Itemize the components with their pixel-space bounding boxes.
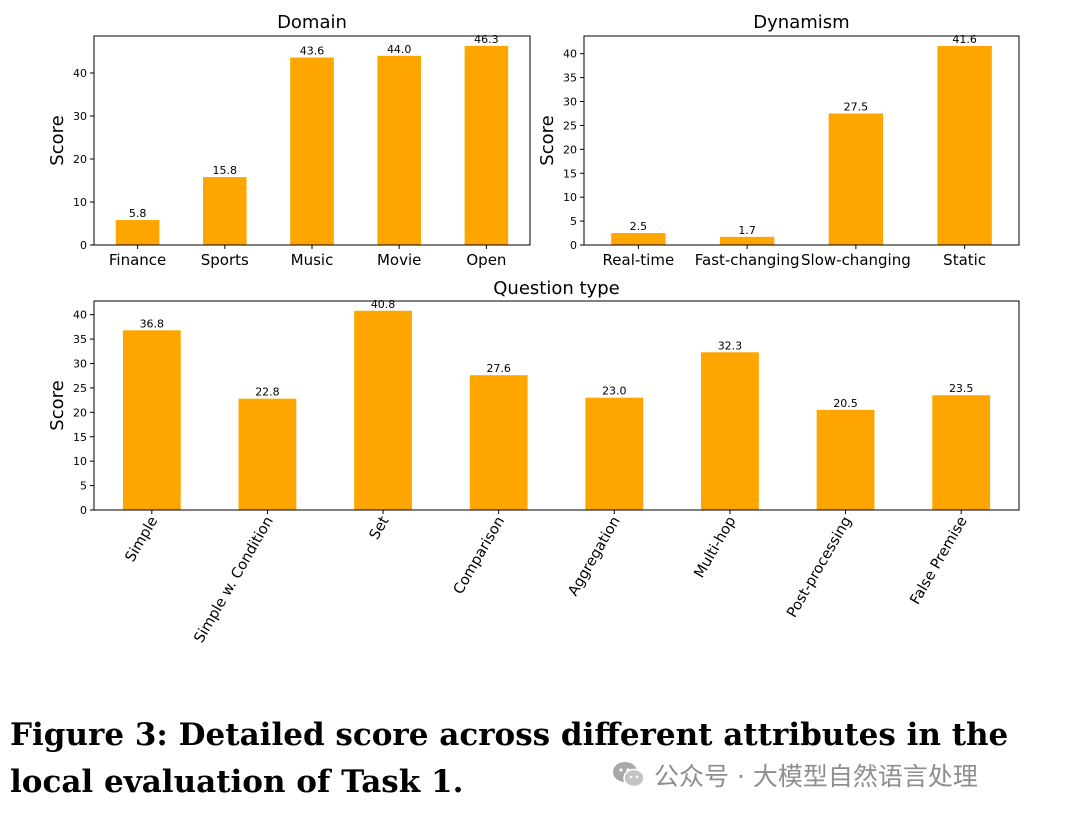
question-type-x-tick-label-simple-w-condition: Simple w. Condition	[192, 514, 277, 646]
question-type-value-label-comparison: 27.6	[486, 362, 511, 375]
question-type-y-tick-label: 40	[73, 309, 87, 322]
question-type-y-axis-label: Score	[47, 380, 68, 430]
dynamism-plot-frame	[583, 35, 1020, 246]
domain-title: Domain	[277, 12, 347, 33]
question-type-bar-false-premise	[932, 395, 991, 510]
question-type-y-tick-label: 30	[73, 358, 87, 371]
question-type-y-tick-label: 25	[73, 382, 87, 395]
dynamism-bar-fast-changing	[719, 236, 775, 245]
domain-x-tick-label-music: Music	[291, 251, 334, 269]
domain-y-axis-label: Score	[47, 115, 68, 165]
dynamism-y-tick-label: 15	[563, 167, 577, 180]
question-type-y-tick-label: 20	[73, 406, 87, 419]
dynamism-value-label-static: 41.6	[952, 33, 977, 46]
dynamism-y-axis-label: Score	[537, 115, 558, 165]
figure-caption: Figure 3: Detailed score across differen…	[10, 717, 1009, 800]
domain-bar-music	[290, 57, 334, 245]
dynamism-chart: Dynamism Score 0 5 10 15 20 25 30 35 40 2.5 Real-tim…	[537, 12, 1020, 269]
domain-x-tick-label-sports: Sports	[201, 251, 249, 269]
dynamism-x-tick-label-real-time: Real-time	[603, 251, 675, 269]
question-type-x-tick-label-set: Set	[367, 514, 393, 543]
question-type-bar-aggregation	[585, 397, 644, 510]
question-type-value-label-set: 40.8	[371, 298, 396, 311]
question-type-value-label-simple-w-condition: 22.8	[255, 386, 280, 399]
dynamism-x-tick-label-fast-changing: Fast-changing	[695, 251, 800, 269]
dynamism-value-label-slow-changing: 27.5	[844, 100, 869, 113]
domain-value-label-movie: 44.0	[387, 43, 412, 56]
question-type-y-tick-label: 35	[73, 333, 87, 346]
domain-value-label-sports: 15.8	[213, 164, 238, 177]
domain-x-tick-label-finance: Finance	[109, 251, 166, 269]
question-type-value-label-aggregation: 23.0	[602, 385, 627, 398]
question-type-x-tick-label-multi-hop: Multi-hop	[692, 514, 740, 581]
question-type-x-tick-label-post-processing: Post-processing	[784, 514, 855, 620]
question-type-bar-comparison	[469, 375, 528, 510]
dynamism-y-tick-label: 10	[563, 191, 577, 204]
question-type-bar-post-processing	[816, 409, 875, 510]
question-type-plot-frame	[93, 300, 1020, 511]
dynamism-x-tick-label-static: Static	[943, 251, 986, 269]
domain-bar-finance	[115, 220, 160, 245]
question-type-value-label-multi-hop: 32.3	[718, 339, 743, 352]
domain-x-tick-label-movie: Movie	[377, 251, 421, 269]
domain-chart: Domain Score 0 10 20 30 40 5.8 Finance 15.8 Sports…	[47, 12, 531, 269]
dynamism-y-tick-label: 20	[563, 143, 577, 156]
dynamism-y-tick-label: 0	[570, 239, 577, 252]
domain-y-tick-label: 40	[73, 67, 87, 80]
dynamism-x-tick-label-slow-changing: Slow-changing	[801, 251, 911, 269]
domain-bar-movie	[377, 55, 421, 246]
question-type-y-tick-label: 15	[73, 431, 87, 444]
question-type-chart: Question type Score 0 5 10 15 20 25 30 35 40 36.8 Si…	[47, 278, 1020, 646]
question-type-bar-simple-w-condition	[238, 398, 297, 510]
dynamism-y-tick-label: 30	[563, 96, 577, 109]
wechat-icon	[612, 761, 646, 789]
question-type-y-tick-label: 0	[80, 504, 87, 517]
watermark: 公众号 · 大模型自然语言处理	[612, 757, 978, 793]
question-type-x-tick-label-false-premise: False Premise	[907, 514, 970, 608]
dynamism-y-tick-label: 40	[563, 48, 577, 61]
question-type-x-tick-label-simple: Simple	[123, 514, 162, 565]
domain-y-tick-label: 10	[73, 196, 87, 209]
dynamism-bar-static	[937, 46, 992, 245]
question-type-bar-set	[354, 310, 412, 510]
domain-value-label-finance: 5.8	[129, 207, 147, 220]
domain-bar-sports	[203, 177, 247, 245]
question-type-x-tick-label-aggregation: Aggregation	[566, 514, 624, 599]
question-type-bar-simple	[122, 330, 181, 510]
domain-value-label-music: 43.6	[300, 45, 325, 58]
dynamism-y-tick-label: 25	[563, 119, 577, 132]
dynamism-bar-slow-changing	[828, 113, 884, 245]
domain-y-tick-label: 0	[80, 239, 87, 252]
question-type-bar-multi-hop	[701, 352, 759, 510]
watermark-text: 公众号 · 大模型自然语言处理	[654, 762, 978, 791]
dynamism-y-tick-label: 5	[570, 215, 577, 228]
dynamism-value-label-real-time: 2.5	[630, 220, 648, 233]
domain-value-label-open: 46.3	[474, 33, 499, 46]
domain-y-tick-label: 20	[73, 153, 87, 166]
question-type-y-tick-label: 5	[80, 480, 87, 493]
domain-bar-open	[464, 45, 509, 245]
question-type-y-tick-label: 10	[73, 455, 87, 468]
question-type-value-label-simple: 36.8	[140, 317, 165, 330]
question-type-value-label-false-premise: 23.5	[949, 382, 974, 395]
domain-plot-frame	[93, 35, 531, 246]
question-type-value-label-post-processing: 20.5	[833, 397, 858, 410]
dynamism-bar-real-time	[611, 233, 666, 245]
question-type-title: Question type	[493, 278, 619, 299]
dynamism-value-label-fast-changing: 1.7	[738, 224, 756, 237]
dynamism-title: Dynamism	[753, 12, 849, 33]
dynamism-y-tick-label: 35	[563, 72, 577, 85]
domain-x-tick-label-open: Open	[466, 251, 506, 269]
question-type-x-tick-label-comparison: Comparison	[451, 514, 508, 597]
domain-y-tick-label: 30	[73, 110, 87, 123]
